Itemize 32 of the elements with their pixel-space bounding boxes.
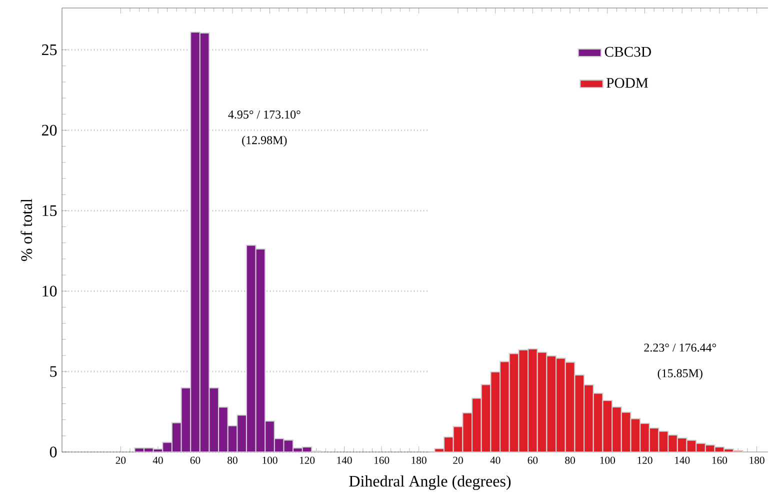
y-tick-label: 25	[42, 44, 57, 56]
x-tick-label: 160	[374, 456, 390, 464]
y-tick-label: 0	[50, 446, 57, 458]
x-tick-label: 60	[190, 456, 200, 464]
y-tick-label: 5	[50, 366, 57, 377]
x-tick-label: 40	[152, 456, 163, 464]
x-tick-label: 40	[490, 456, 500, 464]
y-tick-label: 15	[42, 205, 57, 216]
x-tick-label: 60	[528, 456, 538, 464]
x-tick-label: 80	[565, 456, 575, 464]
annotation: (15.85M)	[658, 368, 702, 380]
x-tick-label: 140	[675, 456, 690, 464]
x-axis-title: Dihedral Angle (degrees)	[349, 475, 511, 490]
y-axis-title: % of total	[20, 198, 32, 261]
legend-label: PODM	[606, 78, 648, 88]
x-tick-label: 100	[600, 456, 616, 464]
x-tick-label: 140	[337, 456, 352, 464]
x-tick-label: 20	[116, 456, 126, 464]
annotation: 2.23° / 176.44°	[644, 344, 716, 352]
x-tick-label: 80	[228, 456, 238, 464]
y-tick-label: 20	[42, 124, 57, 136]
x-tick-label: 180	[412, 456, 426, 464]
x-tick-label: 120	[638, 456, 652, 464]
x-tick-label: 120	[300, 456, 315, 464]
annotation: 4.95° / 173.10°	[228, 110, 300, 119]
y-tick-label: 10	[42, 286, 57, 297]
x-tick-label: 160	[712, 456, 728, 464]
x-tick-label: 20	[453, 456, 463, 464]
x-tick-label: 100	[262, 456, 278, 464]
annotation: (12.98M)	[242, 136, 287, 147]
legend-label: CBC3D	[604, 46, 651, 57]
x-tick-label: 180	[750, 456, 764, 464]
